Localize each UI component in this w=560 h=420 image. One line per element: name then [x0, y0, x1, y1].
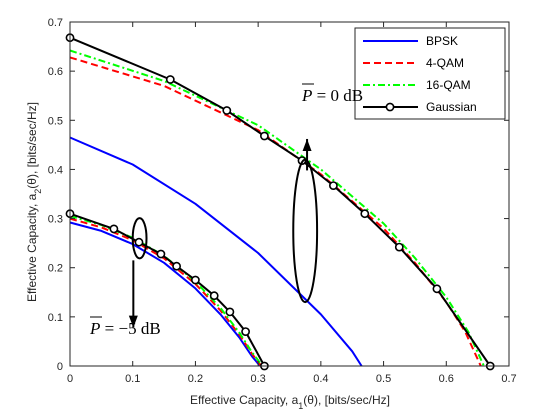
- data-point-gaussian-5-db: [134, 237, 144, 247]
- y-axis-label: Effective Capacity, a2(θ), [bits/sec/Hz]: [25, 102, 43, 302]
- y-axis-label-units: (θ), [bits/sec/Hz]: [25, 102, 39, 189]
- legend-label-4qam: 4-QAM: [426, 56, 464, 70]
- axes-box: [69, 21, 510, 367]
- y-tick-label: 0.4: [48, 164, 63, 176]
- y-tick-label: 0.3: [48, 214, 63, 226]
- data-point-gaussian-0-db: [394, 242, 404, 252]
- series-line-bpsk-5-db: [69, 221, 261, 367]
- y-tick-label: 0: [57, 361, 63, 373]
- data-point-gaussian-5-db: [209, 291, 219, 301]
- x-axis-label-main: Effective Capacity, a: [190, 393, 299, 407]
- data-point-gaussian-0-db: [328, 181, 338, 190]
- annotation-5db-p: P: [89, 319, 100, 338]
- annotation-ellipse-1: [131, 217, 148, 260]
- y-tick-label: 0.6: [48, 66, 63, 78]
- annotation-0db-value: = 0 dB: [312, 86, 363, 105]
- series-line-bpsk-0-db: [69, 136, 363, 367]
- x-tick-label: 0.2: [188, 373, 203, 385]
- legend-label-16qam: 16-QAM: [426, 78, 471, 92]
- data-point-gaussian-0-db: [259, 131, 269, 141]
- annotation-arrow-head-0: [302, 138, 312, 151]
- x-axis-label: Effective Capacity, a1(θ), [bits/sec/Hz]: [190, 393, 390, 411]
- data-point-gaussian-5-db: [109, 224, 119, 234]
- y-axis-label-subscript: 2: [33, 189, 43, 194]
- y-tick-label: 0.7: [48, 17, 63, 29]
- series-bpsk-5-db: [69, 221, 261, 367]
- legend-box: [354, 27, 506, 120]
- data-point-gaussian-0-db: [165, 75, 175, 84]
- series-line-gaussian-0-db: [69, 36, 492, 367]
- series-16-qam-5-db: [69, 215, 264, 367]
- annotation-arrow-head-1: [128, 315, 138, 328]
- y-tick-label: 0.5: [48, 115, 63, 127]
- annotation-ellipse-0: [292, 158, 319, 304]
- y-tick-label: 0.2: [48, 263, 63, 275]
- annotation-5db-label: P = −5 dB: [89, 319, 161, 338]
- data-point-gaussian-5-db: [190, 275, 200, 285]
- annotation-0db-p: P: [301, 86, 312, 105]
- y-axis-label-main: Effective Capacity, a: [25, 193, 39, 302]
- data-point-gaussian-5-db: [241, 327, 250, 336]
- series-16-qam-0-db: [69, 49, 485, 367]
- series-gaussian-0-db: [65, 33, 495, 371]
- data-point-gaussian-5-db: [156, 249, 166, 259]
- series-4-qam-0-db: [69, 56, 482, 367]
- x-axis-label-units: (θ), [bits/sec/Hz]: [303, 393, 390, 407]
- x-tick-label: 0.3: [250, 373, 265, 385]
- data-point-gaussian-5-db: [225, 307, 235, 317]
- x-tick-label: 0.6: [439, 373, 454, 385]
- y-tick-label: 0.1: [48, 312, 63, 324]
- data-point-gaussian-0-db: [432, 284, 442, 294]
- series-line-gaussian-5-db: [69, 212, 266, 367]
- data-point-gaussian-0-db: [360, 209, 370, 219]
- annotation-0db-label: P = 0 dB: [301, 86, 363, 105]
- x-tick-label: 0.1: [125, 373, 140, 385]
- legend-marker-gaussian: [385, 102, 395, 112]
- x-tick-label: 0.7: [501, 373, 516, 385]
- data-point-gaussian-0-db: [222, 106, 232, 115]
- series-line-16-qam-0-db: [69, 49, 485, 367]
- series-line-16-qam-5-db: [69, 215, 264, 367]
- x-tick-label: 0.5: [376, 373, 391, 385]
- legend-label-bpsk: BPSK: [426, 34, 458, 48]
- x-axis-label-subscript: 1: [298, 401, 303, 411]
- series-line-4-qam-0-db: [69, 56, 482, 367]
- annotation-5db-value: = −5 dB: [100, 319, 160, 338]
- legend-label-gaussian: Gaussian: [426, 100, 477, 114]
- data-point-gaussian-5-db: [172, 261, 181, 271]
- x-tick-label: 0: [67, 373, 73, 385]
- x-tick-label: 0.4: [313, 373, 328, 385]
- series-bpsk-0-db: [69, 136, 363, 367]
